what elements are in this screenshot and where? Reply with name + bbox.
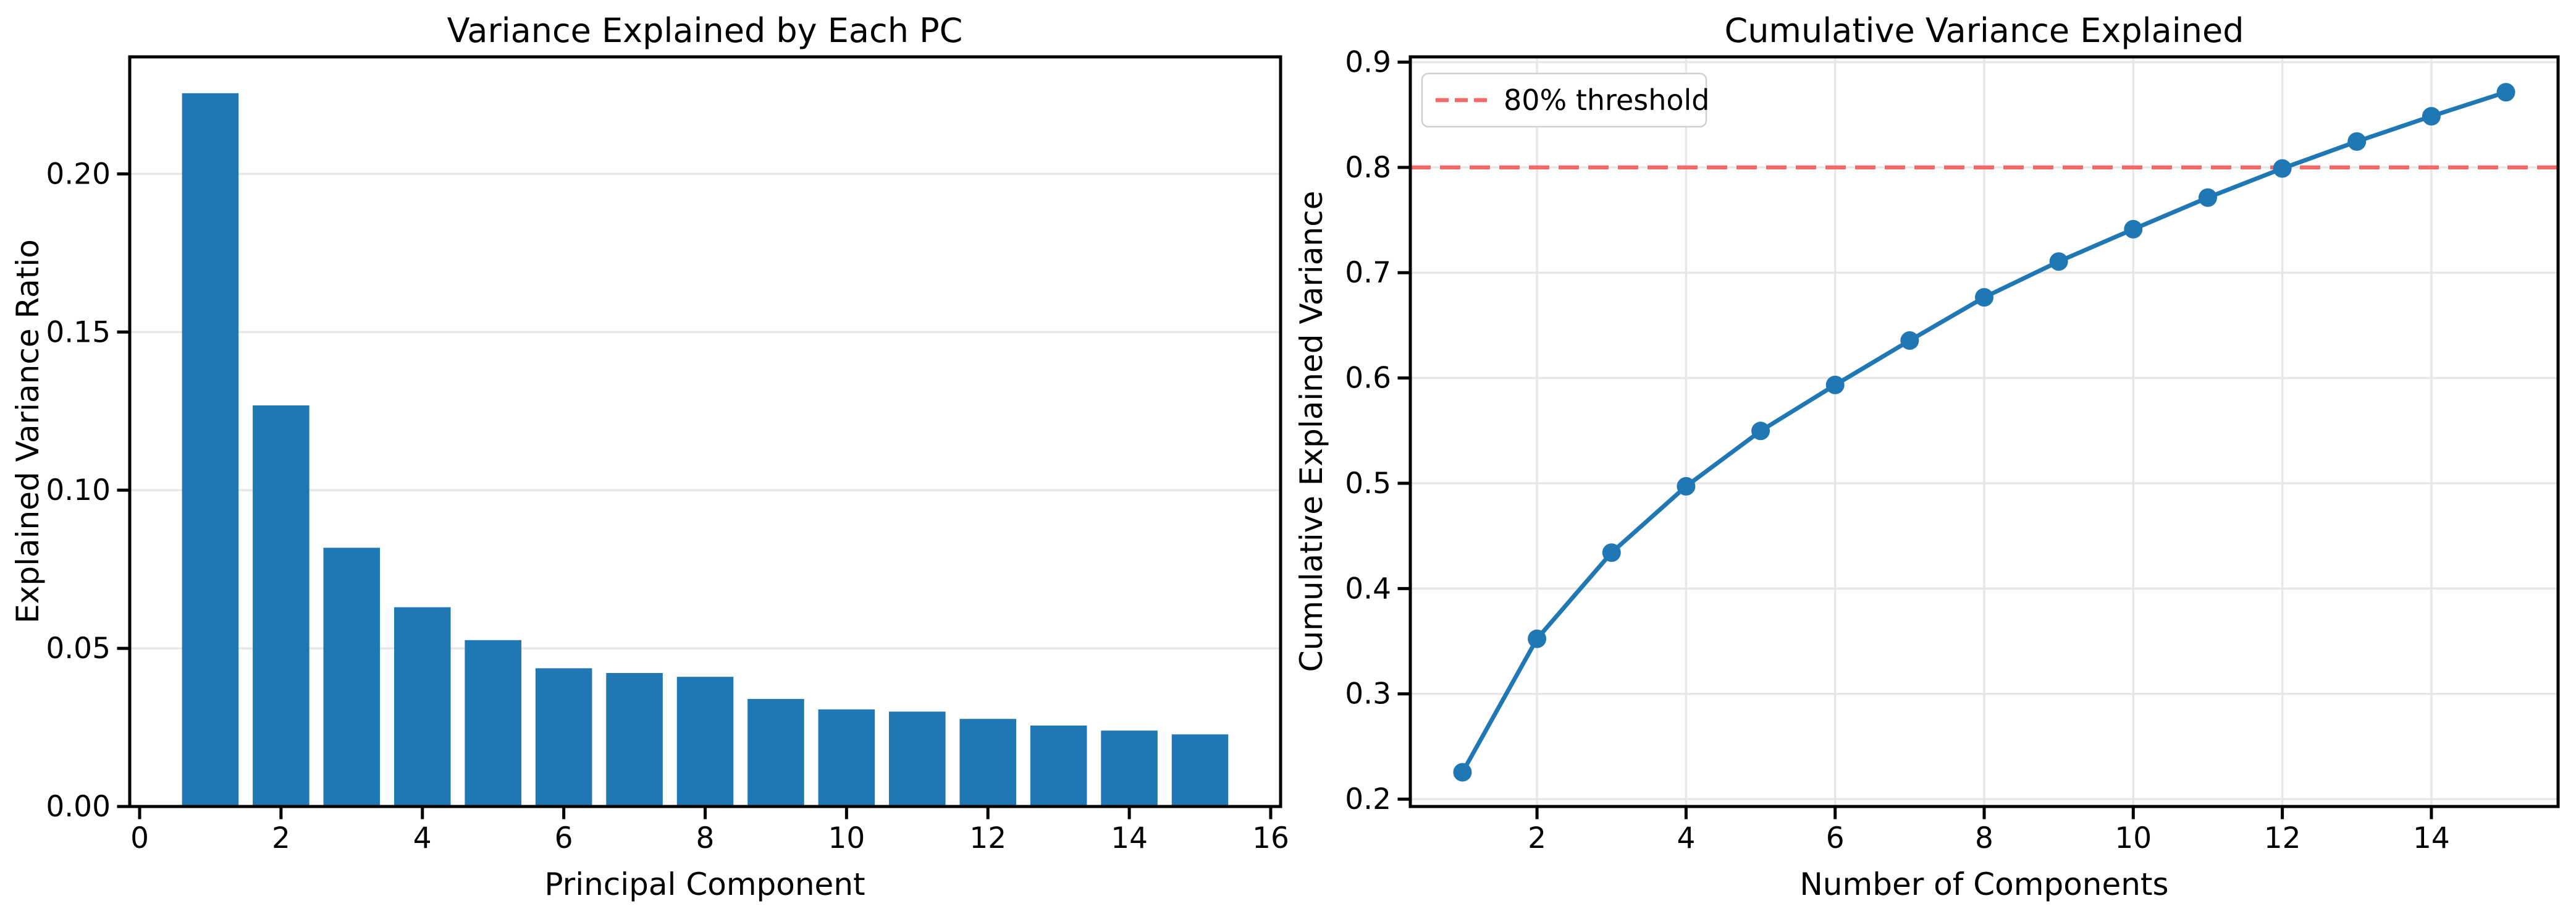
data-point-11 xyxy=(2198,188,2217,207)
gridlines xyxy=(1410,57,2558,807)
axes-frame xyxy=(1397,55,2560,819)
bar-pc-4 xyxy=(394,607,451,807)
bar-pc-14 xyxy=(1101,730,1158,807)
data-point-13 xyxy=(2347,132,2367,151)
legend-box xyxy=(1421,72,1707,128)
chart-title: Variance Explained by Each PC xyxy=(447,11,963,50)
y-tick-label: 0.2 xyxy=(1345,782,1391,816)
x-tick-label: 16 xyxy=(1252,821,1289,855)
legend: 80% threshold xyxy=(1421,72,1710,128)
y-tick-label: 0.9 xyxy=(1345,46,1391,80)
x-tick-label: 10 xyxy=(828,821,865,855)
x-tick-label: 6 xyxy=(555,821,573,855)
cumulative-plot-axes: 2 4 6 8 10 12 14 0.2 0.3 0.4 0.5 0.6 0.7 0.8 0.9 Cumul… xyxy=(1294,11,2560,902)
y-tick-label: 0.7 xyxy=(1345,256,1391,290)
x-tick-label: 0 xyxy=(130,821,149,855)
y-tick-label: 0.5 xyxy=(1345,467,1391,501)
x-tick-label: 6 xyxy=(1826,821,1845,855)
bar-pc-2 xyxy=(253,405,309,807)
x-tick-label: 10 xyxy=(2115,821,2152,855)
y-tick-label: 0.4 xyxy=(1345,572,1391,606)
x-tick-label: 4 xyxy=(413,821,432,855)
scree-plot-axes: 0 2 4 6 8 10 12 14 16 0.00 0.05 0.10 0.15 0.20 Varian… xyxy=(10,11,1289,902)
x-tick-label: 2 xyxy=(272,821,290,855)
y-axis-label: Cumulative Explained Variance xyxy=(1294,191,1329,672)
axes-spines xyxy=(128,55,1282,808)
data-point-5 xyxy=(1751,421,1770,441)
x-tick-label: 12 xyxy=(969,821,1006,855)
x-tick-label: 8 xyxy=(1975,821,1993,855)
bar-pc-9 xyxy=(747,698,804,807)
tick-labels: 0 2 4 6 8 10 12 14 16 0.00 0.05 0.10 0.15 0.20 xyxy=(46,157,1289,855)
y-tick-label: 0.6 xyxy=(1345,362,1391,396)
x-tick-label: 14 xyxy=(2413,821,2450,855)
chart-title: Cumulative Variance Explained xyxy=(1725,11,2244,50)
data-point-15 xyxy=(2496,83,2515,102)
data-point-7 xyxy=(1900,331,1919,350)
x-axis-label: Principal Component xyxy=(544,866,865,902)
data-point-3 xyxy=(1602,543,1621,562)
axes-spines xyxy=(1408,55,2560,808)
bar-pc-1 xyxy=(182,93,239,807)
data-point-2 xyxy=(1528,629,1547,648)
bar-pc-3 xyxy=(323,548,381,807)
x-tick-label: 14 xyxy=(1111,821,1148,855)
x-tick-label: 8 xyxy=(696,821,715,855)
y-axis-label: Explained Variance Ratio xyxy=(10,239,46,624)
bar-pc-6 xyxy=(535,668,592,807)
y-tick-label: 0.3 xyxy=(1345,677,1391,711)
data-point-12 xyxy=(2273,159,2292,178)
bar-pc-8 xyxy=(676,677,734,807)
axes-frame xyxy=(117,55,1282,819)
y-tick-label: 0.8 xyxy=(1345,151,1391,185)
y-tick-label: 0.20 xyxy=(46,157,111,191)
tick-labels: 2 4 6 8 10 12 14 0.2 0.3 0.4 0.5 0.6 0.7 0.8 0.9 xyxy=(1345,46,2450,855)
bar-pc-15 xyxy=(1171,734,1229,807)
y-tick-label: 0.05 xyxy=(46,632,111,666)
bars-layer xyxy=(182,93,1229,807)
y-tick-label: 0.10 xyxy=(46,473,111,507)
bar-pc-10 xyxy=(818,709,875,807)
y-tick-label: 0.15 xyxy=(46,315,111,349)
x-tick-label: 12 xyxy=(2264,821,2301,855)
y-tick-label: 0.00 xyxy=(46,790,111,824)
data-point-9 xyxy=(2049,252,2068,271)
data-point-14 xyxy=(2422,107,2441,126)
bar-pc-13 xyxy=(1030,725,1087,807)
x-axis-label: Number of Components xyxy=(1799,866,2168,902)
data-point-6 xyxy=(1825,375,1845,394)
legend-label: 80% threshold xyxy=(1504,83,1710,117)
x-tick-label: 4 xyxy=(1677,821,1695,855)
data-point-4 xyxy=(1677,476,1696,496)
bar-pc-7 xyxy=(606,673,663,807)
x-tick-label: 2 xyxy=(1528,821,1546,855)
bar-pc-5 xyxy=(465,640,521,807)
bar-pc-11 xyxy=(889,711,946,807)
data-point-1 xyxy=(1453,763,1472,782)
line-layer xyxy=(1410,83,2558,782)
data-point-8 xyxy=(1975,288,1993,307)
data-point-10 xyxy=(2124,219,2143,239)
bar-pc-12 xyxy=(959,719,1017,807)
